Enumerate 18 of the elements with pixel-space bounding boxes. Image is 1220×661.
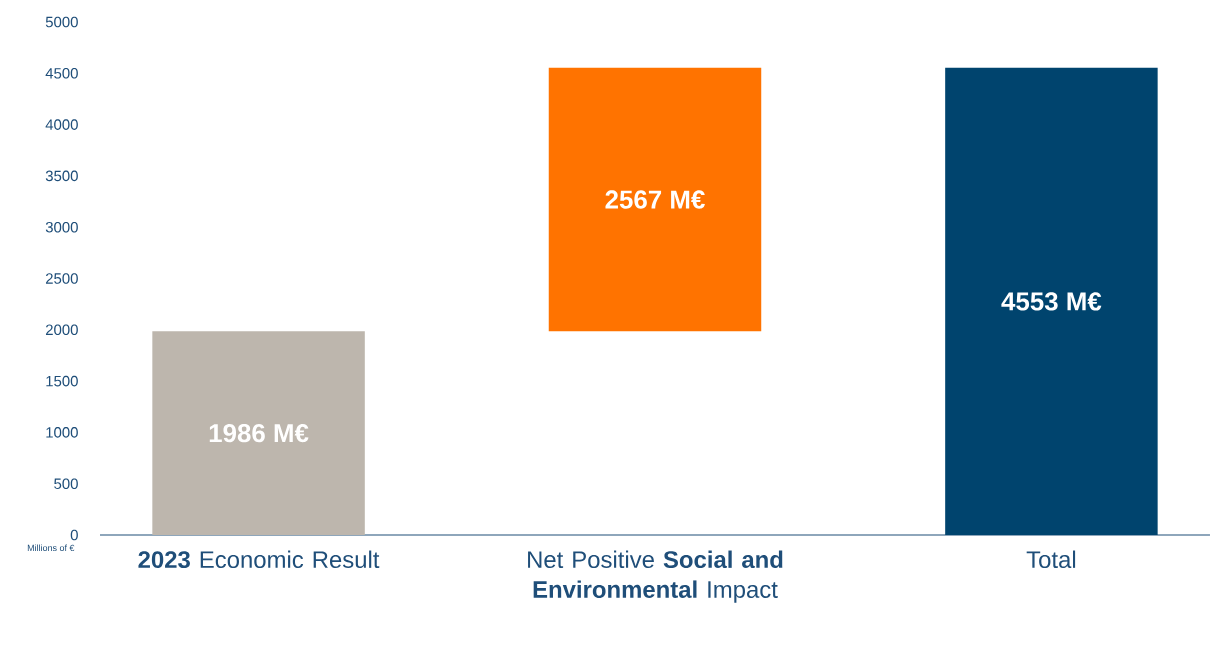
y-tick-label: 2000: [45, 324, 78, 336]
x-tick-label: 2023 Economic Result: [138, 550, 380, 569]
x-tick-label: Net Positive Social and Environmental Impact: [528, 550, 783, 603]
y-tick-label: 3000: [45, 221, 78, 233]
y-tick-label: 2500: [45, 273, 78, 284]
data-label: 4553 M€: [1001, 292, 1102, 311]
data-label: 1986 M€: [209, 423, 309, 443]
y-tick-label: 1500: [46, 375, 78, 387]
y-axis-title: Millions of €: [27, 544, 75, 552]
y-tick-label: 4500: [45, 68, 78, 79]
y-tick-label: 3500: [45, 170, 78, 182]
y-tick-label: 1000: [46, 427, 78, 438]
y-tick-label: 4000: [45, 119, 78, 130]
data-label: 2567 M€: [605, 190, 705, 209]
y-tick-label: 5000: [45, 16, 78, 28]
x-tick-label: Total: [1026, 550, 1076, 569]
y-tick-label: 0: [70, 529, 78, 541]
y-tick-label: 500: [54, 478, 78, 489]
